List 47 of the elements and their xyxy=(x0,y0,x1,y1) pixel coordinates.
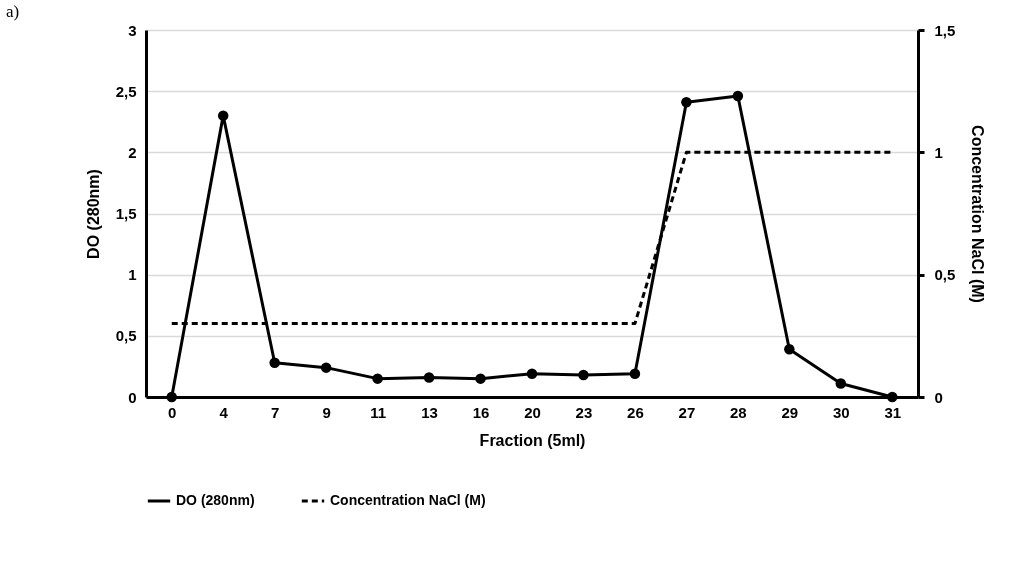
legend-label: DO (280nm) xyxy=(176,492,255,508)
y-tick-label: 0 xyxy=(128,388,137,406)
point xyxy=(526,368,538,379)
x-tick-label: 20 xyxy=(524,403,541,421)
y-tick-label: 3 xyxy=(128,21,137,39)
point xyxy=(166,391,177,403)
x-tick-label: 27 xyxy=(678,403,696,421)
x-tick-label: 29 xyxy=(781,403,799,421)
point xyxy=(578,369,589,381)
point xyxy=(681,96,692,108)
legend-label: Concentration NaCl (M) xyxy=(330,492,486,508)
x-tick-label: 11 xyxy=(370,403,387,421)
point xyxy=(217,110,229,121)
x-tick-label: 23 xyxy=(575,403,593,421)
x-tick-label: 13 xyxy=(421,403,438,421)
text: a) xyxy=(6,2,20,22)
y2-tick-label: 0,5 xyxy=(934,266,956,284)
point xyxy=(372,373,383,384)
point xyxy=(629,368,641,379)
x-tick-label: 9 xyxy=(322,403,331,421)
y-tick-label: 1,5 xyxy=(115,205,137,222)
y-tick-label: 1 xyxy=(128,266,137,284)
y-tick-label: 0,5 xyxy=(115,327,137,345)
y-tick-label: 2 xyxy=(128,143,137,161)
x-tick-label: 0 xyxy=(168,403,177,421)
point xyxy=(784,344,795,355)
point xyxy=(269,357,280,368)
y2-tick-label: 0 xyxy=(934,388,943,406)
y2-tick-label: 1 xyxy=(934,143,943,161)
y2-tick-label: 1,5 xyxy=(934,21,956,39)
y-axis-title: DO (280nm) xyxy=(84,169,102,259)
point xyxy=(423,372,435,383)
y-tick-label: 2,5 xyxy=(115,82,137,100)
x-tick-label: 30 xyxy=(832,403,850,421)
x-tick-label: 31 xyxy=(884,403,902,421)
point xyxy=(320,362,332,373)
point xyxy=(475,373,486,384)
point xyxy=(732,90,744,102)
x-tick-label: 7 xyxy=(270,403,280,421)
point xyxy=(835,378,847,389)
x-axis-title: Fraction (5ml) xyxy=(479,431,586,449)
point xyxy=(887,391,898,403)
x-tick-label: 28 xyxy=(730,403,747,421)
y2-axis-title: Concentration NaCl (M) xyxy=(969,125,987,303)
x-tick-label: 4 xyxy=(219,403,229,421)
x-tick-label: 26 xyxy=(627,403,644,421)
x-tick-label: 16 xyxy=(472,403,490,421)
